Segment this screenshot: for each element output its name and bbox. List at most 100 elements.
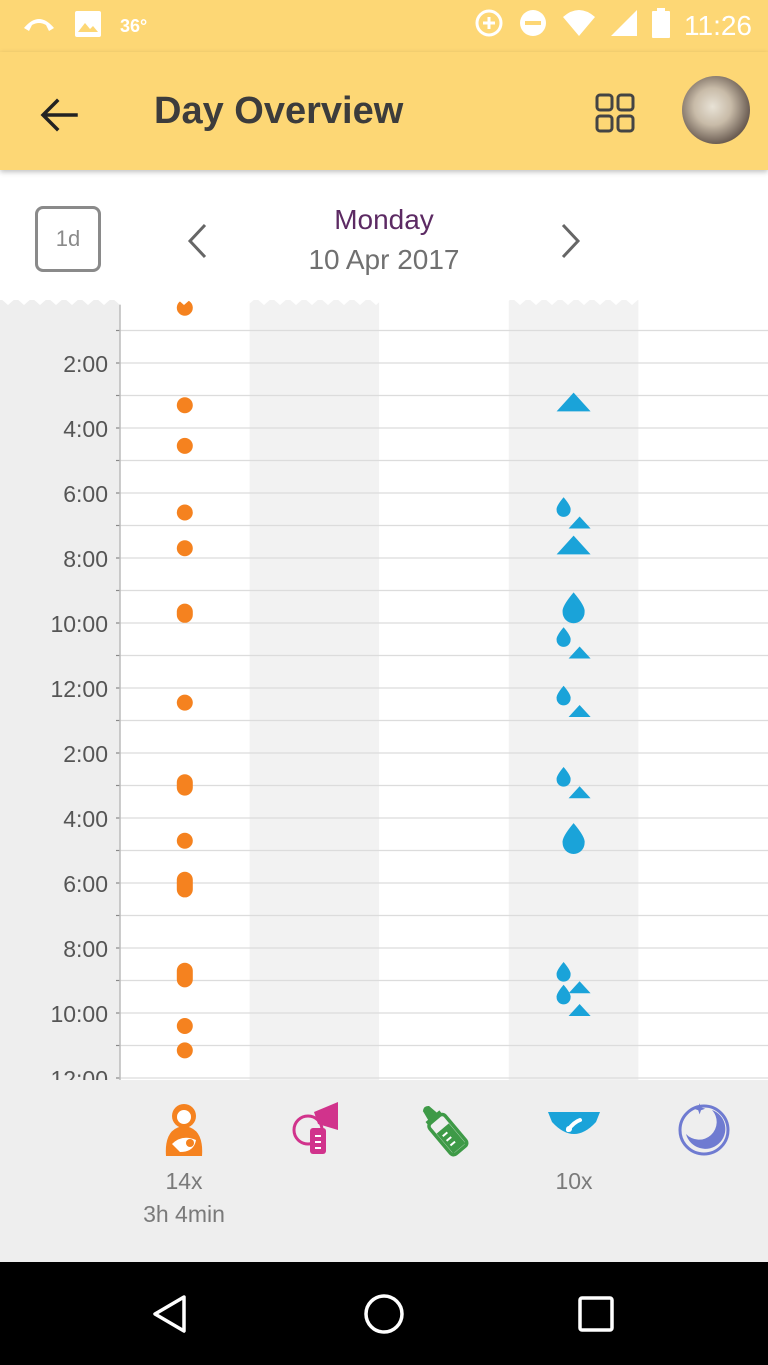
feeding-session-mark[interactable] xyxy=(176,871,193,898)
system-recents-button[interactable] xyxy=(566,1284,626,1344)
dirty-diaper-mark[interactable] xyxy=(568,786,591,799)
wifi-icon xyxy=(562,9,596,42)
clock: 11:26 xyxy=(684,9,752,41)
feeding-session-mark[interactable] xyxy=(176,774,193,796)
wet-diaper-mark[interactable] xyxy=(556,962,571,982)
legend-pumping[interactable] xyxy=(254,1098,374,1164)
feeding-session-mark[interactable] xyxy=(176,299,193,316)
legend-sleep[interactable] xyxy=(644,1098,764,1164)
dirty-diaper-mark[interactable] xyxy=(568,516,591,529)
moon-icon xyxy=(678,1103,730,1156)
system-navigation-bar xyxy=(0,1262,768,1365)
signal-icon xyxy=(610,9,638,42)
breast-pump-icon xyxy=(292,1102,338,1154)
avatar[interactable] xyxy=(682,76,750,144)
home-circle-icon xyxy=(364,1294,404,1334)
day-timeline-chart: 2:00 4:00 6:00 8:00 10:00 12:00 2:00 4:00 6:00 8:… xyxy=(0,298,768,1080)
dirty-diaper-mark[interactable] xyxy=(556,392,591,412)
time-label: 6:00 xyxy=(63,871,108,897)
diaper-event[interactable] xyxy=(562,823,585,854)
diaper-event[interactable] xyxy=(556,984,591,1017)
previous-day-button[interactable] xyxy=(170,214,224,268)
time-label: 2:00 xyxy=(63,351,108,377)
wet-diaper-mark[interactable] xyxy=(556,685,571,706)
do-not-disturb-icon xyxy=(518,8,548,43)
grid-view-icon xyxy=(595,93,635,133)
time-label: 4:00 xyxy=(63,806,108,832)
back-triangle-icon xyxy=(153,1295,186,1333)
breastfeeding-icon xyxy=(165,1104,203,1156)
legend-diaper[interactable]: 10x xyxy=(514,1098,634,1195)
time-label: 12:00 xyxy=(50,676,108,702)
feeding-session-mark[interactable] xyxy=(176,540,193,557)
data-saver-icon xyxy=(474,8,504,43)
column-bottle xyxy=(379,298,509,1080)
diaper-event[interactable] xyxy=(556,627,591,659)
next-day-button[interactable] xyxy=(544,214,598,268)
range-toggle-button[interactable]: 1d xyxy=(35,206,101,272)
chevron-right-icon xyxy=(561,223,581,259)
bottle-icon xyxy=(422,1105,469,1157)
dirty-diaper-mark[interactable] xyxy=(556,535,591,555)
diaper-event[interactable] xyxy=(556,392,591,412)
feeding-session-mark[interactable] xyxy=(176,504,193,521)
dirty-diaper-mark[interactable] xyxy=(568,1003,591,1017)
diaper-event[interactable] xyxy=(556,497,591,529)
time-label: 2:00 xyxy=(63,741,108,767)
wet-diaper-mark[interactable] xyxy=(556,497,571,517)
feeding-session-mark[interactable] xyxy=(176,832,193,849)
wet-diaper-mark[interactable] xyxy=(556,984,571,1005)
phone-icon xyxy=(22,14,56,39)
column-diaper xyxy=(508,298,639,1080)
time-axis-gutter xyxy=(0,298,120,1080)
arrow-left-icon xyxy=(40,98,78,132)
back-button[interactable] xyxy=(30,86,88,144)
wet-diaper-mark[interactable] xyxy=(562,823,585,854)
feeding-session-mark[interactable] xyxy=(176,397,193,414)
diaper-event[interactable] xyxy=(556,535,591,555)
feeding-session-mark[interactable] xyxy=(176,437,193,454)
day-label: Monday xyxy=(334,204,434,235)
diaper-event[interactable] xyxy=(556,962,591,994)
torn-edge-divider xyxy=(0,292,768,305)
feeding-session-mark[interactable] xyxy=(176,694,193,711)
dirty-diaper-mark[interactable] xyxy=(568,704,591,718)
dirty-diaper-mark[interactable] xyxy=(568,646,591,659)
recents-square-icon xyxy=(578,1296,614,1332)
legend-feeding[interactable]: 14x 3h 4min xyxy=(124,1098,244,1228)
wet-diaper-mark[interactable] xyxy=(556,767,571,787)
system-back-button[interactable] xyxy=(140,1284,200,1344)
system-home-button[interactable] xyxy=(354,1284,414,1344)
diaper-icon xyxy=(548,1112,600,1134)
image-icon xyxy=(74,10,102,43)
wet-diaper-mark[interactable] xyxy=(556,627,571,647)
legend-bar: 14x 3h 4min 10x xyxy=(0,1080,768,1262)
legend-bottle[interactable] xyxy=(384,1098,504,1164)
grid-view-button[interactable] xyxy=(586,84,644,142)
dirty-diaper-mark[interactable] xyxy=(568,981,591,994)
time-label: 8:00 xyxy=(63,936,108,962)
diaper-event[interactable] xyxy=(562,592,585,624)
diaper-event[interactable] xyxy=(556,767,591,799)
time-label: 12:00 xyxy=(50,1066,108,1080)
column-sleep xyxy=(638,298,768,1080)
feeding-session-mark[interactable] xyxy=(176,962,193,988)
wet-diaper-mark[interactable] xyxy=(562,592,585,624)
feeding-duration: 3h 4min xyxy=(143,1201,225,1227)
page-title: Day Overview xyxy=(154,90,404,132)
time-label: 4:00 xyxy=(63,416,108,442)
date-navigation: 1d Monday 10 Apr 2017 xyxy=(0,170,768,300)
time-label: 10:00 xyxy=(50,1001,108,1027)
feeding-session-mark[interactable] xyxy=(176,603,193,623)
app-bar: Day Overview xyxy=(0,52,768,170)
time-label: 6:00 xyxy=(63,481,108,507)
feeding-session-mark[interactable] xyxy=(176,1042,193,1059)
chevron-left-icon xyxy=(187,223,207,259)
temperature-text: 36° xyxy=(120,16,148,36)
column-feeding xyxy=(120,298,250,1080)
diaper-event[interactable] xyxy=(556,685,591,718)
battery-icon xyxy=(652,8,670,43)
column-pumping xyxy=(249,298,380,1080)
feeding-session-mark[interactable] xyxy=(176,1018,193,1034)
status-bar: 36° 11:26 xyxy=(0,0,768,52)
